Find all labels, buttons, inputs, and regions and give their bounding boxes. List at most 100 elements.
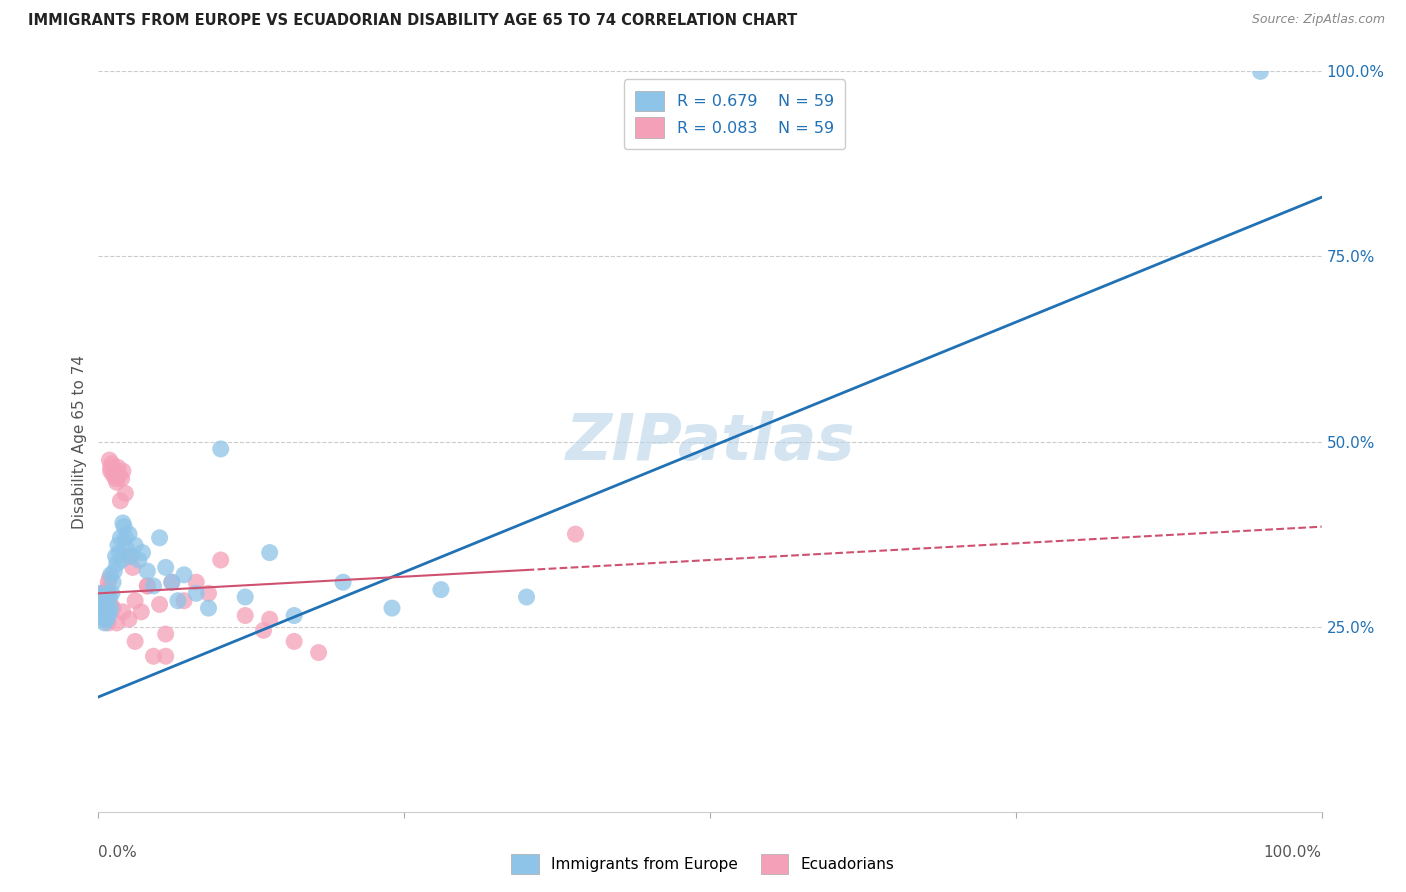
Point — [101, 457, 124, 471]
Point — [107, 460, 129, 475]
Legend: R = 0.679    N = 59, R = 0.083    N = 59: R = 0.679 N = 59, R = 0.083 N = 59 — [624, 79, 845, 149]
Point — [93, 615, 115, 630]
Point — [136, 579, 159, 593]
Point — [131, 546, 153, 560]
Point — [149, 598, 172, 612]
Point — [91, 593, 114, 607]
Point — [91, 598, 114, 612]
Point — [94, 598, 117, 612]
Point — [91, 593, 114, 607]
Point — [100, 567, 122, 582]
Point — [129, 605, 152, 619]
Point — [115, 541, 138, 556]
Point — [93, 605, 115, 619]
Point — [96, 593, 118, 607]
Point — [100, 460, 122, 475]
Point — [160, 575, 183, 590]
Point — [104, 549, 127, 564]
Point — [430, 582, 453, 597]
Point — [197, 601, 219, 615]
Point — [283, 608, 305, 623]
Point — [167, 593, 190, 607]
Point — [186, 586, 208, 600]
Point — [93, 598, 115, 612]
Point — [101, 601, 124, 615]
Point — [100, 464, 122, 478]
Point — [104, 471, 127, 485]
Point — [97, 615, 120, 630]
Point — [93, 586, 115, 600]
Point — [97, 586, 120, 600]
Text: IMMIGRANTS FROM EUROPE VS ECUADORIAN DISABILITY AGE 65 TO 74 CORRELATION CHART: IMMIGRANTS FROM EUROPE VS ECUADORIAN DIS… — [28, 13, 797, 29]
Point — [120, 549, 142, 564]
Point — [93, 598, 115, 612]
Point — [101, 586, 124, 600]
Point — [197, 586, 219, 600]
Point — [97, 608, 120, 623]
Point — [118, 612, 141, 626]
Point — [332, 575, 354, 590]
Point — [111, 553, 134, 567]
Point — [111, 605, 134, 619]
Point — [91, 586, 114, 600]
Point — [89, 586, 111, 600]
Point — [259, 546, 281, 560]
Point — [259, 612, 281, 626]
Point — [142, 579, 165, 593]
Point — [101, 575, 124, 590]
Point — [136, 579, 159, 593]
Point — [233, 608, 256, 623]
Point — [515, 590, 537, 604]
Point — [90, 590, 112, 604]
Point — [149, 531, 172, 545]
Point — [90, 590, 112, 604]
Point — [110, 493, 132, 508]
Point — [90, 605, 112, 619]
Point — [91, 601, 114, 615]
Text: ZIPatlas: ZIPatlas — [565, 410, 855, 473]
Point — [155, 627, 177, 641]
Point — [105, 615, 128, 630]
Point — [114, 531, 136, 545]
Point — [91, 612, 114, 626]
Point — [91, 601, 114, 615]
Point — [91, 608, 114, 623]
Point — [97, 586, 120, 600]
Text: 100.0%: 100.0% — [1264, 845, 1322, 860]
Point — [111, 464, 134, 478]
Point — [114, 486, 136, 500]
Point — [252, 624, 274, 638]
Y-axis label: Disability Age 65 to 74: Disability Age 65 to 74 — [72, 354, 87, 529]
Point — [94, 612, 117, 626]
Point — [94, 593, 117, 607]
Point — [91, 605, 114, 619]
Point — [155, 649, 177, 664]
Point — [564, 527, 586, 541]
Point — [118, 549, 141, 564]
Point — [124, 538, 146, 552]
Point — [111, 516, 134, 530]
Point — [186, 575, 208, 590]
Point — [110, 531, 132, 545]
Point — [112, 519, 135, 533]
Point — [96, 582, 118, 597]
Point — [91, 590, 114, 604]
Point — [209, 553, 232, 567]
Point — [155, 560, 177, 574]
Point — [283, 634, 305, 648]
Point — [142, 649, 165, 664]
Point — [94, 608, 117, 623]
Point — [96, 590, 118, 604]
Point — [233, 590, 256, 604]
Point — [111, 471, 134, 485]
Point — [101, 467, 124, 482]
Point — [100, 598, 122, 612]
Text: 0.0%: 0.0% — [98, 845, 138, 860]
Point — [105, 557, 128, 571]
Point — [124, 634, 146, 648]
Point — [381, 601, 404, 615]
Point — [98, 572, 121, 586]
Point — [107, 538, 129, 552]
Point — [96, 612, 118, 626]
Point — [103, 564, 125, 578]
